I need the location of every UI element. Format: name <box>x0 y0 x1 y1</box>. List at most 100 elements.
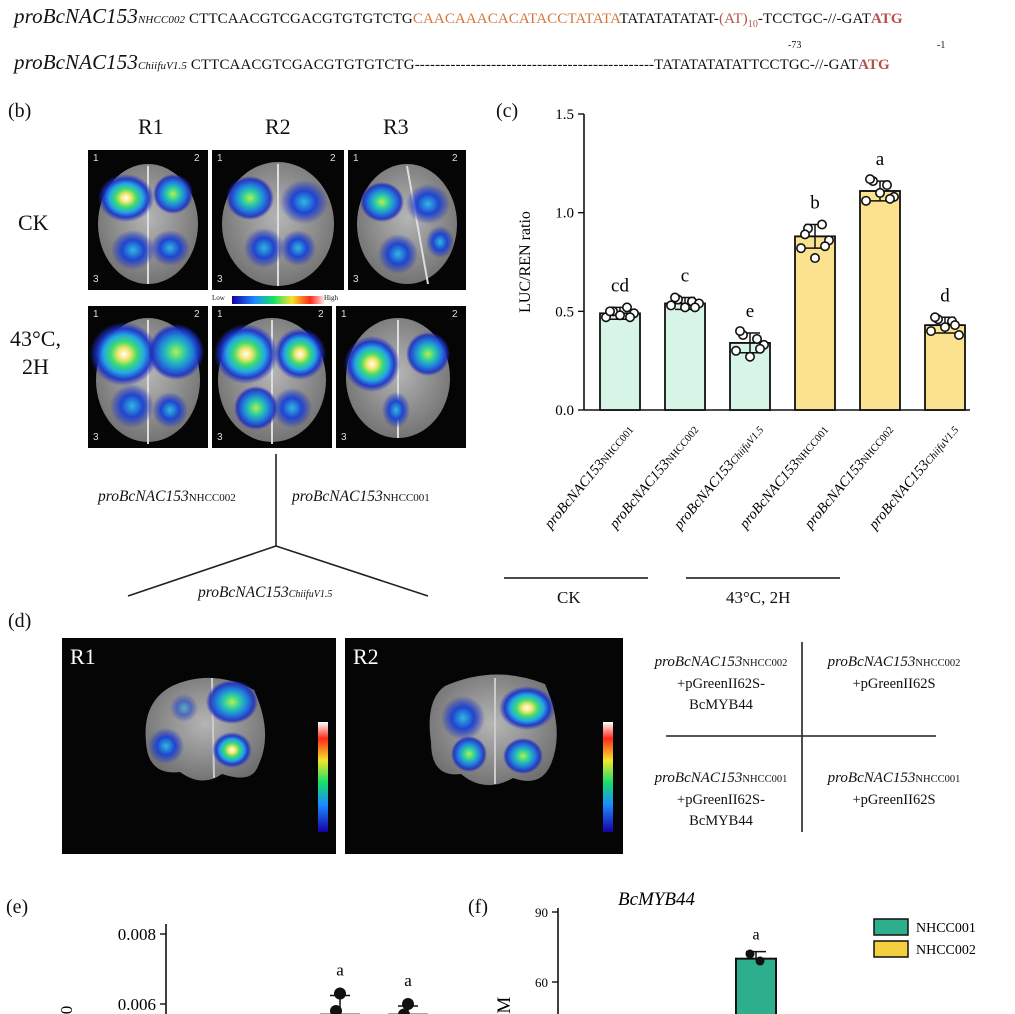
gene-name: proBcNAC153 <box>827 770 916 786</box>
row-label-ck: CK <box>18 210 49 235</box>
gene-name: proBcNAC153 <box>801 457 868 533</box>
leaf-image-heat-r1: 1 2 3 <box>88 306 208 448</box>
significance-letter: d <box>940 285 950 306</box>
quadrant-number: 2 <box>330 153 336 164</box>
sequence-row-chiifu: proBcNAC153ChiifuV1.5 CTTCAACGTCGACGTGTG… <box>14 50 890 75</box>
significance-letter: cd <box>611 275 629 296</box>
bar <box>859 190 901 411</box>
data-point <box>809 253 820 264</box>
gene-subscript: NHCC001 <box>742 774 788 785</box>
y-axis-label-partial: KM <box>494 997 515 1014</box>
data-point <box>680 302 691 313</box>
gene-name: proBcNAC153 <box>736 457 803 533</box>
gene-subscript: NHCC001 <box>599 425 636 466</box>
injection-layout-grid <box>666 642 936 832</box>
sequence-plain: CTTCAACGTCGACGTGTGTCTG <box>186 57 415 73</box>
gene-name: proBcNAC153 <box>670 457 737 533</box>
quadrant-number: 2 <box>318 309 324 320</box>
data-point <box>884 193 895 204</box>
data-point <box>731 345 742 356</box>
significance-letter: a <box>404 971 412 990</box>
start-codon: ATG <box>858 57 890 73</box>
data-point <box>949 320 960 331</box>
data-point <box>622 302 633 313</box>
data-point <box>670 292 681 303</box>
gene-subscript: NHCC002 <box>859 425 896 466</box>
y-tick-label: 1.0 <box>555 206 574 222</box>
y-tick-label: 0.5 <box>555 304 574 320</box>
bar <box>794 235 836 411</box>
repeat-motif: (AT) <box>718 11 748 27</box>
y-tick-label: 60 <box>535 975 548 990</box>
gene-name: proBcNAC153 <box>14 50 138 74</box>
data-point <box>755 956 765 966</box>
quadrant-number: 1 <box>353 153 359 164</box>
data-point <box>615 310 626 321</box>
tree-label-left: proBcNAC153NHCC002 <box>98 488 236 506</box>
sequence-end: -TCCTGC-//-GAT <box>757 11 871 27</box>
bar <box>599 312 641 411</box>
column-label-r3: R3 <box>383 114 409 139</box>
gene-subscript: NHCC001 <box>794 425 831 466</box>
gene-subscript: NHCC002 <box>137 14 186 26</box>
y-tick-label: 0.006 <box>118 995 156 1014</box>
quadrant-number: 3 <box>353 274 359 285</box>
gene-subscript: ChiifuV1.5 <box>288 589 333 600</box>
panel-label-d: (d) <box>8 610 32 632</box>
data-point <box>953 330 964 341</box>
expression-plot-e: 0.008 0.006 0 a a <box>57 924 428 1014</box>
quadrant-number: 1 <box>93 309 99 320</box>
construct-layout-diagram <box>127 454 429 597</box>
leaf-image-heat-r3: 1 2 3 <box>336 306 466 448</box>
panel-label-c: (c) <box>496 100 519 122</box>
position-label-1: -1 <box>937 40 946 51</box>
legend-label: NHCC002 <box>916 943 976 958</box>
vector-label: +pGreenII62S <box>852 675 936 692</box>
row-label-2h: 2H <box>22 354 49 379</box>
legend-swatch <box>873 940 909 958</box>
significance-letter: e <box>746 301 754 322</box>
column-label-r2: R2 <box>265 114 291 139</box>
effector-label: BcMYB44 <box>689 696 753 713</box>
gene-subscript: NHCC001 <box>915 774 961 785</box>
gene-name: proBcNAC153 <box>654 654 743 670</box>
leaf-image-ck-r2: 1 2 3 <box>212 150 344 290</box>
y-tick-label: 90 <box>535 905 548 920</box>
gene-name: proBcNAC153 <box>654 770 743 786</box>
data-point <box>330 1005 342 1014</box>
vector-label: +pGreenII62S <box>852 791 936 808</box>
gene-name: proBcNAC153 <box>606 457 673 533</box>
panel-label-f: (f) <box>468 896 488 918</box>
data-point <box>860 195 871 206</box>
position-label-73: -73 <box>788 40 802 51</box>
quadrant-number: 2 <box>452 309 458 320</box>
gene-subscript: NHCC002 <box>742 658 788 669</box>
y-tick-label: 1.5 <box>555 107 574 123</box>
gene-name: proBcNAC153 <box>14 4 138 28</box>
significance-letter: a <box>336 961 344 980</box>
data-point <box>929 312 940 323</box>
quadrant-number: 2 <box>194 153 200 164</box>
data-point <box>752 333 763 344</box>
significance-letter: c <box>681 266 689 287</box>
data-point <box>745 949 755 959</box>
bcmyb44-expression-chart: BcMYB44 90 60 KM a NHCC001 NHCC002 <box>494 889 976 1014</box>
panel-label-e: (e) <box>6 896 29 918</box>
y-axis-label: LUC/REN ratio <box>517 211 534 313</box>
luminescence-scale-bar: Low High <box>212 294 344 306</box>
gene-subscript: ChiifuV1.5 <box>923 425 961 467</box>
sequence-row-nhcc002: proBcNAC153NHCC002 CTTCAACGTCGACGTGTGTCT… <box>14 4 903 30</box>
gene-name: proBcNAC153 <box>98 488 189 505</box>
vector-label: +pGreenII62S- <box>677 791 765 808</box>
data-point <box>398 1008 410 1014</box>
grid-cell-top-left: proBcNAC153NHCC002 +pGreenII62S- BcMYB44 <box>638 652 804 716</box>
legend-swatch <box>873 918 909 936</box>
data-point <box>735 326 746 337</box>
grid-cell-bottom-right: proBcNAC153NHCC001 +pGreenII62S <box>806 768 982 811</box>
data-point <box>816 219 827 230</box>
quadrant-number: 3 <box>341 432 347 443</box>
gene-name: proBcNAC153 <box>198 584 289 601</box>
scale-low-label: Low <box>212 294 225 302</box>
gene-name: proBcNAC153 <box>292 488 383 505</box>
sequence-tail: TATATATATATTCCTGC-//-GAT <box>654 57 859 73</box>
